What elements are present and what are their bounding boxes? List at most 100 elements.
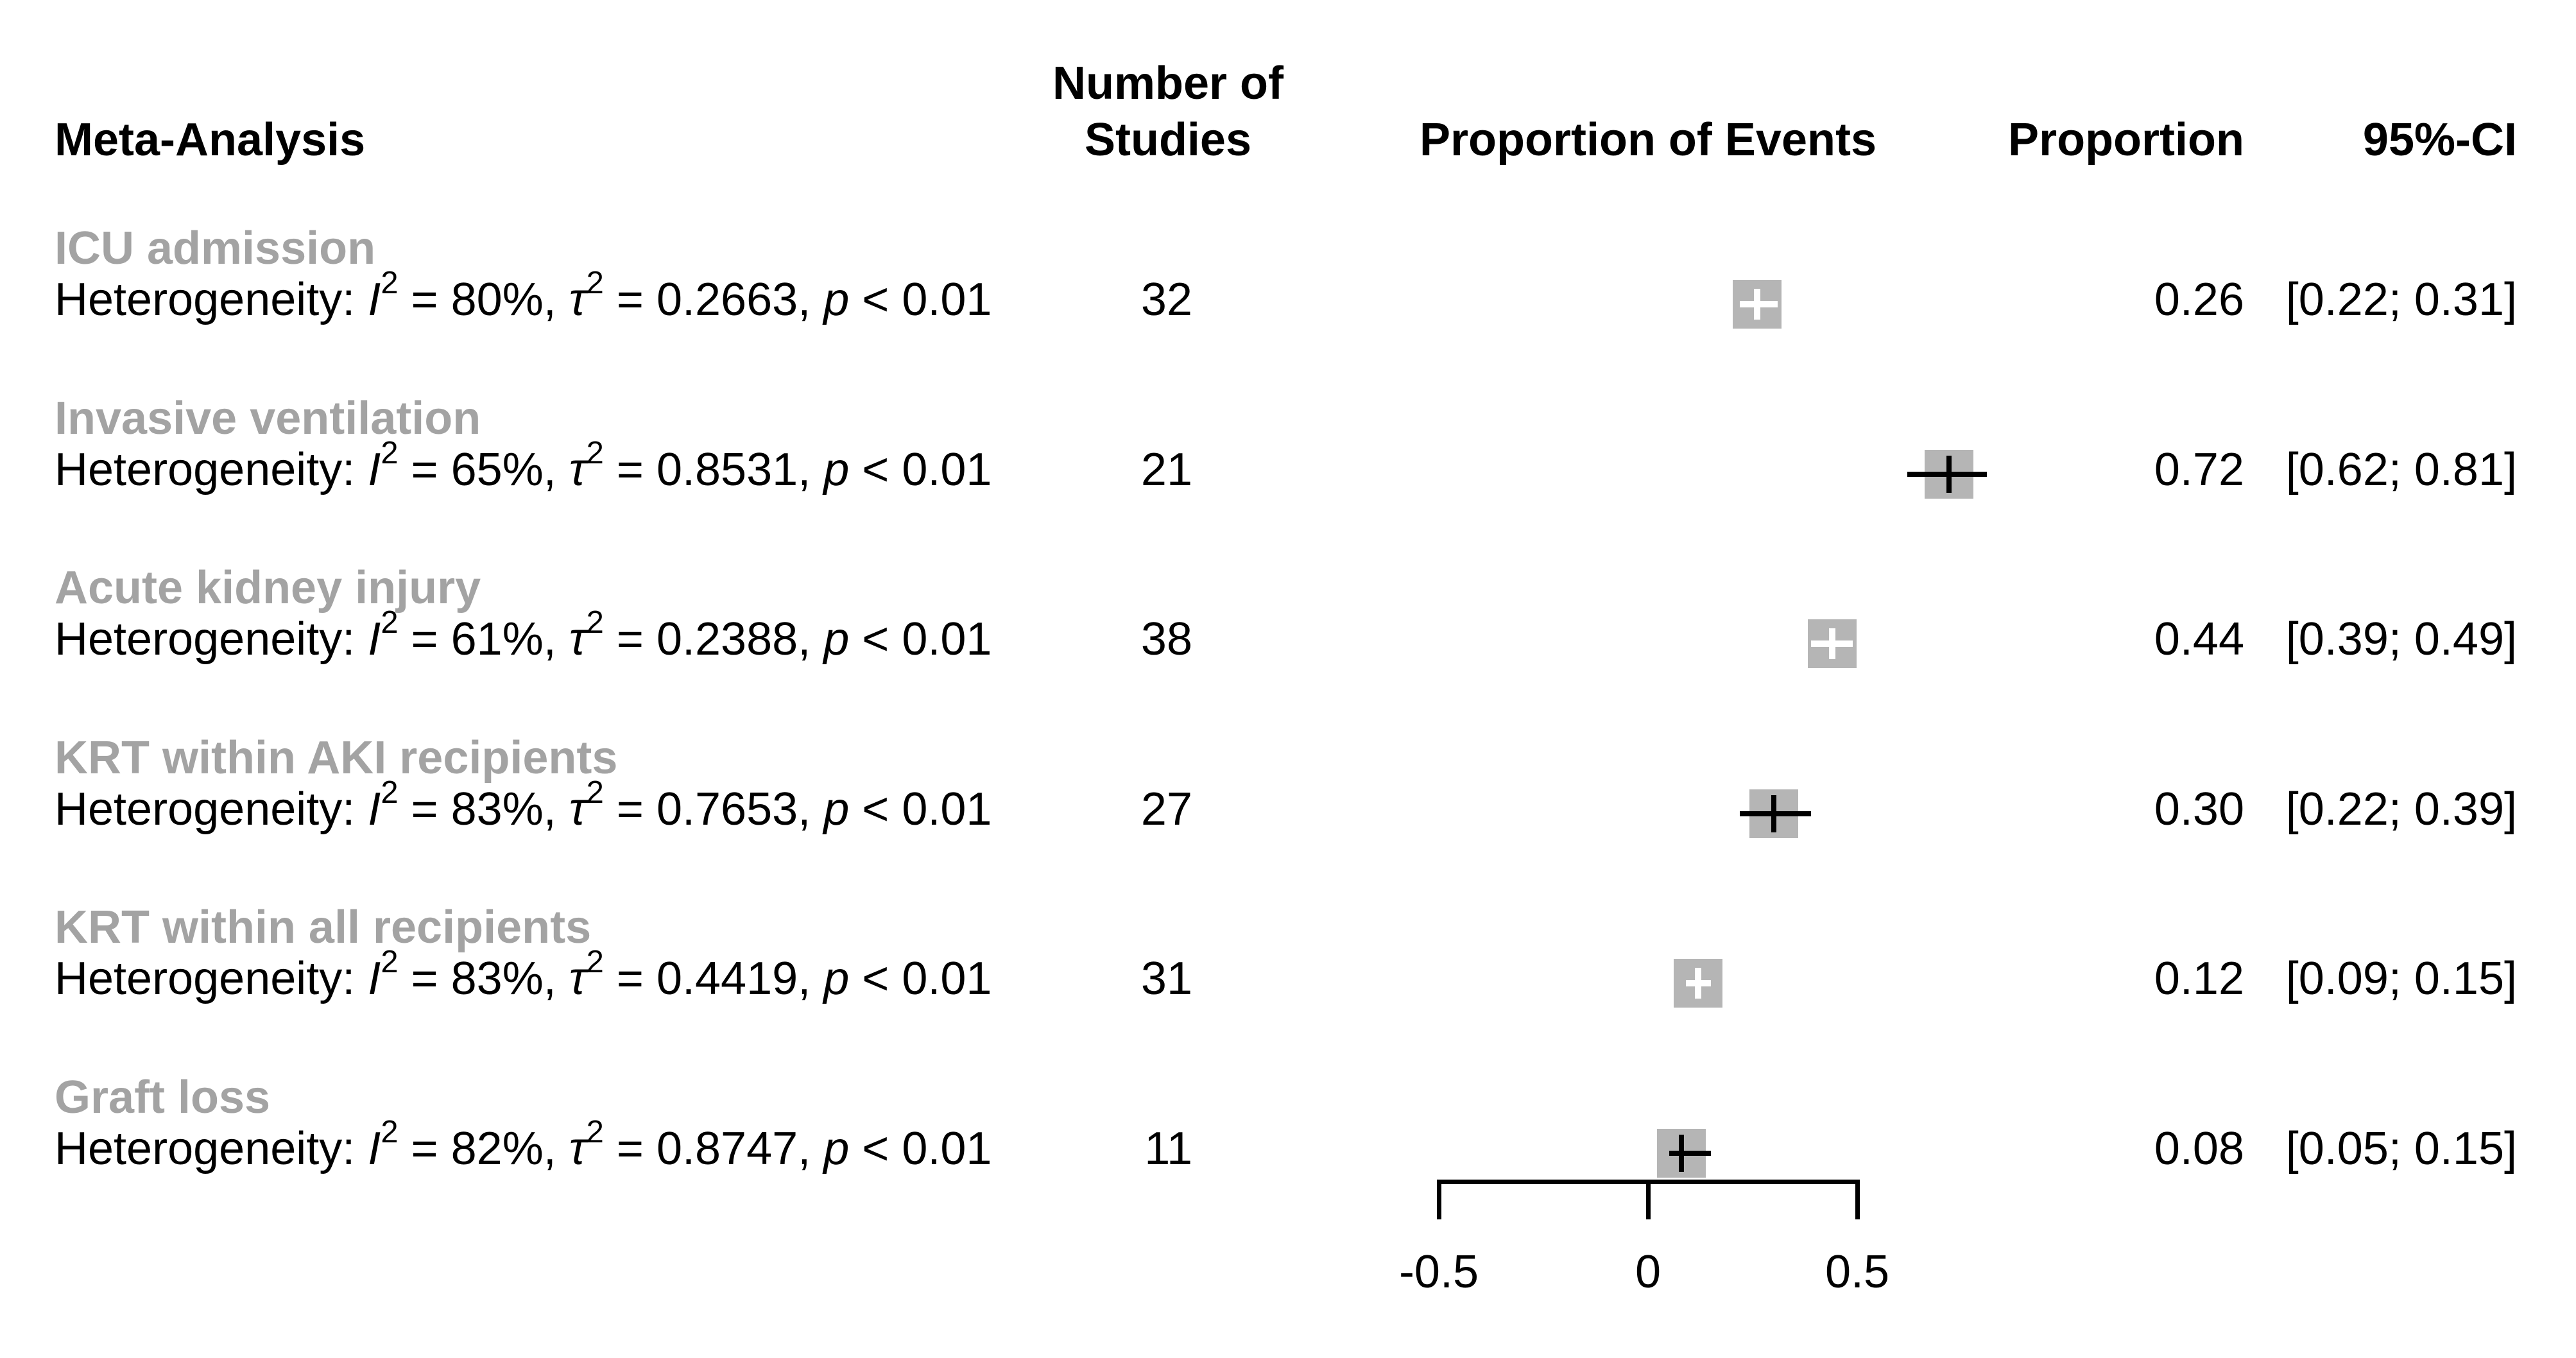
superscript-2: 2 bbox=[381, 266, 399, 301]
num-studies-value: 32 bbox=[1140, 274, 1192, 325]
superscript-2: 2 bbox=[586, 435, 604, 470]
heterogeneity-label: Heterogeneity: bbox=[55, 614, 356, 665]
heterogeneity-text: Heterogeneity: I2 = 83%, τ2 = 0.4419, p … bbox=[55, 945, 992, 1004]
ci-value: [0.39; 0.49] bbox=[2285, 614, 2517, 665]
x-axis-tick bbox=[1855, 1180, 1860, 1219]
ci-value: [0.62; 0.81] bbox=[2285, 443, 2517, 495]
p-symbol: p bbox=[823, 614, 850, 665]
superscript-2: 2 bbox=[381, 775, 399, 810]
ci-value: [0.09; 0.15] bbox=[2285, 953, 2517, 1004]
section-label: Acute kidney injury bbox=[55, 562, 481, 614]
proportion-value: 0.08 bbox=[2154, 1122, 2244, 1174]
heterogeneity-text: Heterogeneity: I2 = 83%, τ2 = 0.7653, p … bbox=[55, 775, 992, 835]
col-header-meta-analysis: Meta-Analysis bbox=[55, 114, 366, 166]
num-studies-value: 27 bbox=[1140, 783, 1192, 835]
x-axis-tick bbox=[1646, 1180, 1651, 1219]
heterogeneity-text: Heterogeneity: I2 = 61%, τ2 = 0.2388, p … bbox=[55, 605, 992, 665]
i-squared-symbol: I bbox=[368, 953, 381, 1004]
tau-squared-value: 0.2663 bbox=[656, 274, 798, 325]
proportion-value: 0.12 bbox=[2154, 953, 2244, 1004]
p-value: < 0.01 bbox=[862, 443, 992, 495]
point-estimate-tick bbox=[1753, 289, 1760, 320]
tau-squared-value: 0.8531 bbox=[656, 443, 798, 495]
point-estimate-tick bbox=[1771, 795, 1776, 832]
col-header-proportion-of-events: Proportion of Events bbox=[1419, 114, 1877, 166]
i-squared-symbol: I bbox=[368, 614, 381, 665]
p-symbol: p bbox=[823, 953, 850, 1004]
num-studies-value: 38 bbox=[1140, 614, 1192, 665]
ci-whisker bbox=[1669, 1150, 1711, 1156]
superscript-2: 2 bbox=[586, 266, 604, 301]
superscript-2: 2 bbox=[381, 945, 399, 980]
section-label: Graft loss bbox=[55, 1071, 271, 1123]
section-label: ICU admission bbox=[55, 223, 376, 274]
superscript-2: 2 bbox=[381, 435, 399, 470]
p-symbol: p bbox=[823, 783, 850, 835]
ci-value: [0.22; 0.39] bbox=[2285, 783, 2517, 835]
num-studies-value: 31 bbox=[1140, 953, 1192, 1004]
i-squared-value: 83% bbox=[451, 953, 544, 1004]
col-header-studies: Studies bbox=[1084, 114, 1252, 166]
section-label: KRT within AKI recipients bbox=[55, 732, 618, 784]
heterogeneity-text: Heterogeneity: I2 = 80%, τ2 = 0.2663, p … bbox=[55, 266, 992, 325]
num-studies-value: 21 bbox=[1140, 443, 1192, 495]
proportion-value: 0.30 bbox=[2154, 783, 2244, 835]
section-label: Invasive ventilation bbox=[55, 392, 481, 444]
point-estimate-tick bbox=[1695, 968, 1702, 999]
i-squared-symbol: I bbox=[368, 783, 381, 835]
heterogeneity-label: Heterogeneity: bbox=[55, 1122, 356, 1174]
p-symbol: p bbox=[823, 274, 850, 325]
num-studies-value: 11 bbox=[1144, 1122, 1192, 1174]
superscript-2: 2 bbox=[586, 1114, 604, 1149]
tau-squared-symbol: τ bbox=[569, 274, 587, 325]
tau-squared-symbol: τ bbox=[569, 614, 587, 665]
p-value: < 0.01 bbox=[862, 953, 992, 1004]
proportion-value: 0.72 bbox=[2154, 443, 2244, 495]
superscript-2: 2 bbox=[381, 605, 399, 640]
i-squared-value: 80% bbox=[451, 274, 544, 325]
heterogeneity-label: Heterogeneity: bbox=[55, 783, 356, 835]
x-axis-tick bbox=[1437, 1180, 1441, 1219]
x-axis-tick-label: 0.5 bbox=[1825, 1246, 1890, 1298]
x-axis-tick-label: 0 bbox=[1635, 1246, 1662, 1298]
i-squared-symbol: I bbox=[368, 1122, 381, 1174]
proportion-value: 0.44 bbox=[2154, 614, 2244, 665]
tau-squared-value: 0.8747 bbox=[656, 1122, 798, 1174]
heterogeneity-label: Heterogeneity: bbox=[55, 443, 356, 495]
i-squared-symbol: I bbox=[368, 274, 381, 325]
i-squared-symbol: I bbox=[368, 443, 381, 495]
superscript-2: 2 bbox=[586, 775, 604, 810]
heterogeneity-label: Heterogeneity: bbox=[55, 953, 356, 1004]
i-squared-value: 61% bbox=[451, 614, 544, 665]
p-value: < 0.01 bbox=[862, 783, 992, 835]
tau-squared-value: 0.4419 bbox=[656, 953, 798, 1004]
ci-value: [0.05; 0.15] bbox=[2285, 1122, 2517, 1174]
point-estimate-tick bbox=[1828, 628, 1835, 659]
tau-squared-symbol: τ bbox=[569, 783, 587, 835]
p-value: < 0.01 bbox=[862, 274, 992, 325]
ci-value: [0.22; 0.31] bbox=[2285, 274, 2517, 325]
p-value: < 0.01 bbox=[862, 614, 992, 665]
heterogeneity-text: Heterogeneity: I2 = 65%, τ2 = 0.8531, p … bbox=[55, 435, 992, 495]
tau-squared-symbol: τ bbox=[569, 953, 587, 1004]
col-header-proportion: Proportion bbox=[2008, 114, 2244, 166]
heterogeneity-text: Heterogeneity: I2 = 82%, τ2 = 0.8747, p … bbox=[55, 1114, 992, 1174]
superscript-2: 2 bbox=[586, 605, 604, 640]
p-symbol: p bbox=[823, 1122, 850, 1174]
point-estimate-tick bbox=[1946, 455, 1952, 493]
tau-squared-value: 0.7653 bbox=[656, 783, 798, 835]
tau-squared-symbol: τ bbox=[569, 443, 587, 495]
superscript-2: 2 bbox=[586, 945, 604, 980]
p-symbol: p bbox=[823, 443, 850, 495]
proportion-value: 0.26 bbox=[2154, 274, 2244, 325]
superscript-2: 2 bbox=[381, 1114, 399, 1149]
col-header-95-ci: 95%-CI bbox=[2362, 114, 2517, 166]
section-label: KRT within all recipients bbox=[55, 902, 592, 953]
tau-squared-symbol: τ bbox=[569, 1122, 587, 1174]
i-squared-value: 65% bbox=[451, 443, 544, 495]
i-squared-value: 83% bbox=[451, 783, 544, 835]
tau-squared-value: 0.2388 bbox=[656, 614, 798, 665]
point-estimate-tick bbox=[1679, 1134, 1685, 1172]
i-squared-value: 82% bbox=[451, 1122, 544, 1174]
